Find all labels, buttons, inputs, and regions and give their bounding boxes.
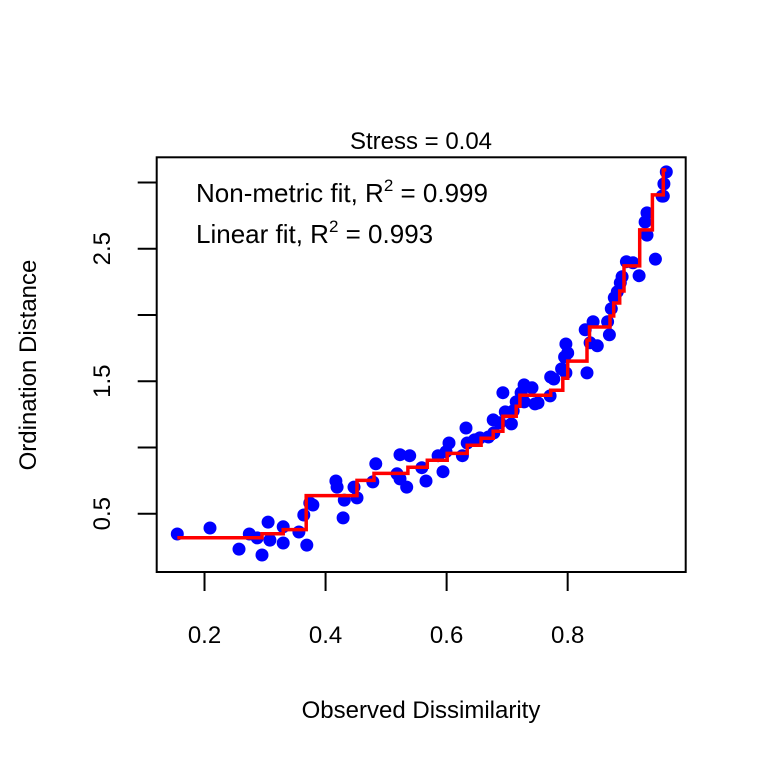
data-point [504,417,518,431]
data-point [648,252,662,266]
data-point [531,396,545,410]
data-point [203,521,217,535]
y-axis-label: Ordination Distance [15,260,42,471]
nonmetric-fit-suffix: = 0.999 [393,178,488,208]
y-tick-label: 1.5 [89,365,116,398]
x-tick-label: 0.2 [188,622,221,649]
data-point [419,474,433,488]
data-point [255,548,269,562]
y-axis: 0.5 1.5 2.5 [89,181,157,530]
step-fit-line [177,168,667,540]
data-point [306,498,320,512]
data-point [400,480,414,494]
nonmetric-fit-annotation: Non-metric fit, R2 = 0.999 [196,176,488,208]
fit-annotations: Non-metric fit, R2 = 0.999 Linear fit, R… [196,176,488,249]
data-point [232,542,246,556]
data-point [436,465,450,479]
data-point [393,448,407,462]
y-tick-label: 0.5 [89,497,116,530]
x-tick-label: 0.4 [309,622,342,649]
data-point [459,421,473,435]
linear-fit-prefix: Linear fit, R [196,219,329,249]
x-tick-label: 0.6 [430,622,463,649]
data-point [369,457,383,471]
data-point [263,533,277,547]
data-point [330,480,344,494]
linear-fit-sup: 2 [329,217,338,236]
linear-fit-suffix: = 0.993 [338,219,433,249]
data-point [632,269,646,283]
data-point [590,339,604,353]
x-tick-label: 0.8 [551,622,584,649]
data-point [525,381,539,395]
data-point [496,386,510,400]
data-point [559,337,573,351]
nonmetric-fit-prefix: Non-metric fit, R [196,178,384,208]
data-point [276,536,290,550]
data-point [403,449,417,463]
data-point [615,270,629,284]
chart-title: Stress = 0.04 [350,128,492,155]
data-point [638,215,652,229]
data-point [442,436,456,450]
data-point [580,366,594,380]
nonmetric-fit-sup: 2 [384,176,393,195]
y-tick-label: 2.5 [89,232,116,265]
data-point [586,315,600,329]
data-point [336,511,350,525]
data-point [297,508,311,522]
data-point [292,525,306,539]
plot-marks [170,165,673,562]
plot-frame [155,156,687,574]
data-point [640,228,654,242]
linear-fit-annotation: Linear fit, R2 = 0.993 [196,217,433,249]
data-point [261,515,275,529]
data-point [300,538,314,552]
x-axis-label: Observed Dissimilarity [302,697,541,724]
x-axis: 0.2 0.4 0.6 0.8 [188,572,584,649]
data-point [547,372,561,386]
data-point [602,328,616,342]
